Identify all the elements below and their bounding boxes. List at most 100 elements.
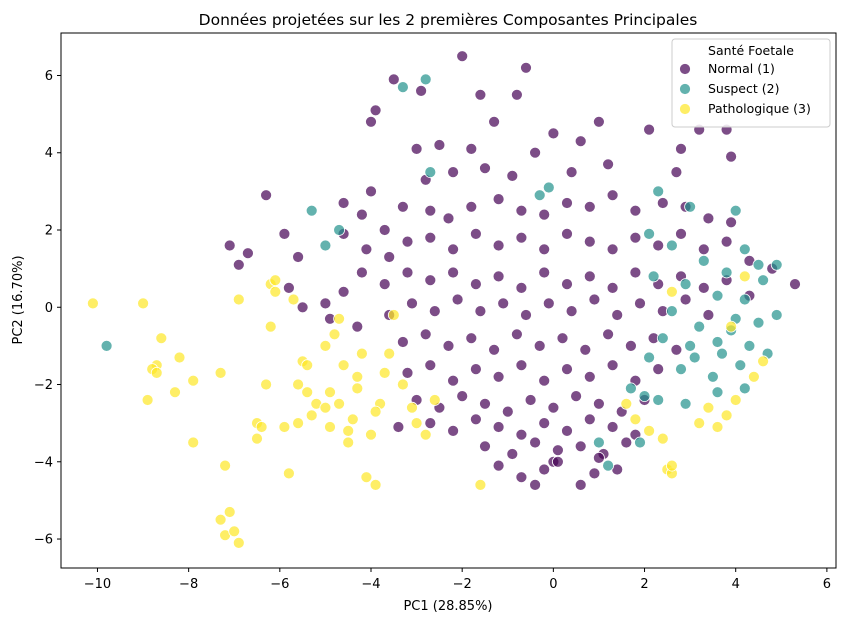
data-point: [410, 417, 423, 430]
data-point: [720, 409, 733, 422]
data-point: [656, 332, 669, 345]
data-point: [219, 459, 232, 472]
data-point: [757, 274, 769, 287]
data-point: [529, 146, 541, 159]
data-point: [643, 227, 655, 240]
data-point: [538, 243, 551, 256]
data-point: [324, 386, 336, 399]
data-point: [652, 185, 665, 198]
data-point: [497, 297, 510, 310]
x-tick-label: 4: [732, 577, 740, 592]
data-point: [583, 413, 596, 426]
data-point: [451, 293, 464, 306]
data-point: [369, 104, 382, 117]
data-point: [292, 378, 305, 391]
x-tick-label: 0: [549, 577, 557, 592]
data-point: [328, 328, 341, 341]
data-point: [688, 351, 701, 364]
data-point: [456, 390, 469, 403]
data-point: [324, 421, 336, 433]
data-point: [415, 85, 428, 97]
data-point: [87, 297, 99, 310]
data-point: [424, 274, 437, 287]
data-point: [511, 88, 523, 101]
data-point: [305, 409, 318, 422]
data-point: [666, 285, 678, 298]
y-tick-label: −4: [34, 455, 53, 470]
data-point: [387, 309, 400, 321]
data-point: [738, 382, 751, 395]
data-point: [301, 386, 314, 399]
data-point: [337, 197, 350, 209]
data-point: [542, 181, 555, 194]
data-point: [433, 139, 446, 151]
data-point: [725, 216, 737, 229]
data-point: [333, 312, 346, 325]
data-point: [424, 166, 437, 179]
data-point: [447, 374, 460, 387]
data-point: [319, 297, 332, 310]
data-point: [319, 339, 332, 352]
data-point: [588, 293, 601, 306]
data-point: [579, 343, 592, 356]
data-point: [419, 428, 432, 441]
data-point: [264, 320, 277, 333]
data-point: [488, 343, 501, 356]
y-tick-label: 6: [45, 69, 53, 84]
data-point: [538, 463, 551, 476]
data-point: [351, 370, 364, 383]
data-point: [711, 336, 724, 348]
data-point: [319, 401, 332, 414]
data-point: [365, 428, 377, 441]
data-point: [428, 394, 441, 406]
data-point: [593, 397, 605, 410]
data-point: [447, 424, 460, 437]
data-point: [593, 115, 605, 128]
data-point: [583, 370, 596, 383]
data-point: [474, 88, 487, 101]
data-point: [278, 227, 291, 240]
data-point: [187, 374, 200, 387]
data-point: [251, 432, 263, 445]
data-point: [656, 197, 669, 209]
data-point: [333, 224, 346, 236]
data-point: [620, 397, 633, 410]
data-point: [469, 278, 482, 291]
data-point: [561, 197, 573, 209]
data-point: [511, 328, 523, 341]
data-point: [574, 440, 587, 453]
data-point: [469, 363, 482, 376]
data-point: [643, 424, 655, 437]
data-point: [282, 467, 295, 480]
data-point: [738, 243, 751, 256]
data-point: [383, 251, 396, 263]
data-point: [214, 513, 227, 526]
data-point: [155, 332, 168, 345]
data-point: [232, 537, 245, 549]
data-point: [515, 428, 528, 441]
data-point: [625, 339, 637, 352]
data-point: [634, 297, 646, 310]
data-point: [583, 270, 596, 283]
data-point: [757, 355, 769, 368]
x-tick-label: −8: [179, 577, 198, 592]
data-point: [770, 309, 783, 321]
data-point: [552, 455, 564, 468]
data-point: [287, 293, 300, 306]
data-point: [725, 320, 737, 333]
y-tick-label: −6: [34, 533, 53, 548]
legend-label: Pathologique (3): [708, 101, 811, 116]
data-point: [697, 254, 710, 267]
data-point: [593, 451, 605, 464]
data-point: [702, 309, 715, 321]
data-point: [693, 417, 706, 430]
data-point: [465, 142, 478, 155]
data-point: [506, 448, 519, 460]
data-point: [702, 212, 715, 225]
data-point: [561, 363, 573, 376]
data-point: [474, 305, 487, 318]
data-point: [228, 525, 241, 538]
data-point: [542, 297, 555, 310]
data-point: [574, 135, 587, 148]
data-point: [515, 359, 528, 372]
